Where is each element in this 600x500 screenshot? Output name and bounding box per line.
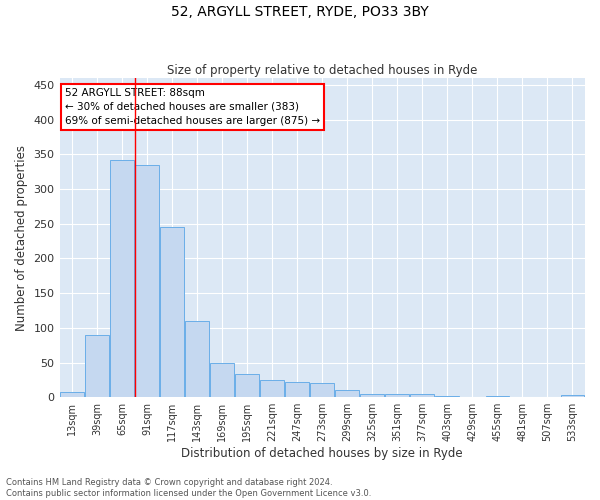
Bar (436, 396, 459, 397)
Bar (185, 321, 209, 397)
Bar (260, 380, 284, 397)
Bar (286, 382, 309, 397)
Bar (410, 394, 434, 397)
Bar (361, 394, 384, 397)
Text: 52 ARGYLL STREET: 88sqm
← 30% of detached houses are smaller (383)
69% of semi-d: 52 ARGYLL STREET: 88sqm ← 30% of detache… (65, 88, 320, 126)
Text: Contains HM Land Registry data © Crown copyright and database right 2024.
Contai: Contains HM Land Registry data © Crown c… (6, 478, 371, 498)
Bar (560, 395, 584, 397)
Bar (160, 226, 184, 397)
Bar (85, 335, 109, 397)
Bar (385, 394, 409, 397)
Text: 52, ARGYLL STREET, RYDE, PO33 3BY: 52, ARGYLL STREET, RYDE, PO33 3BY (171, 5, 429, 19)
Bar (210, 362, 234, 397)
Bar (310, 382, 334, 397)
Bar (485, 396, 509, 397)
Bar (135, 165, 159, 397)
Bar (335, 390, 359, 397)
X-axis label: Distribution of detached houses by size in Ryde: Distribution of detached houses by size … (181, 447, 463, 460)
Bar (60, 392, 84, 397)
Y-axis label: Number of detached properties: Number of detached properties (15, 144, 28, 330)
Bar (235, 374, 259, 397)
Bar (110, 160, 134, 397)
Title: Size of property relative to detached houses in Ryde: Size of property relative to detached ho… (167, 64, 478, 77)
